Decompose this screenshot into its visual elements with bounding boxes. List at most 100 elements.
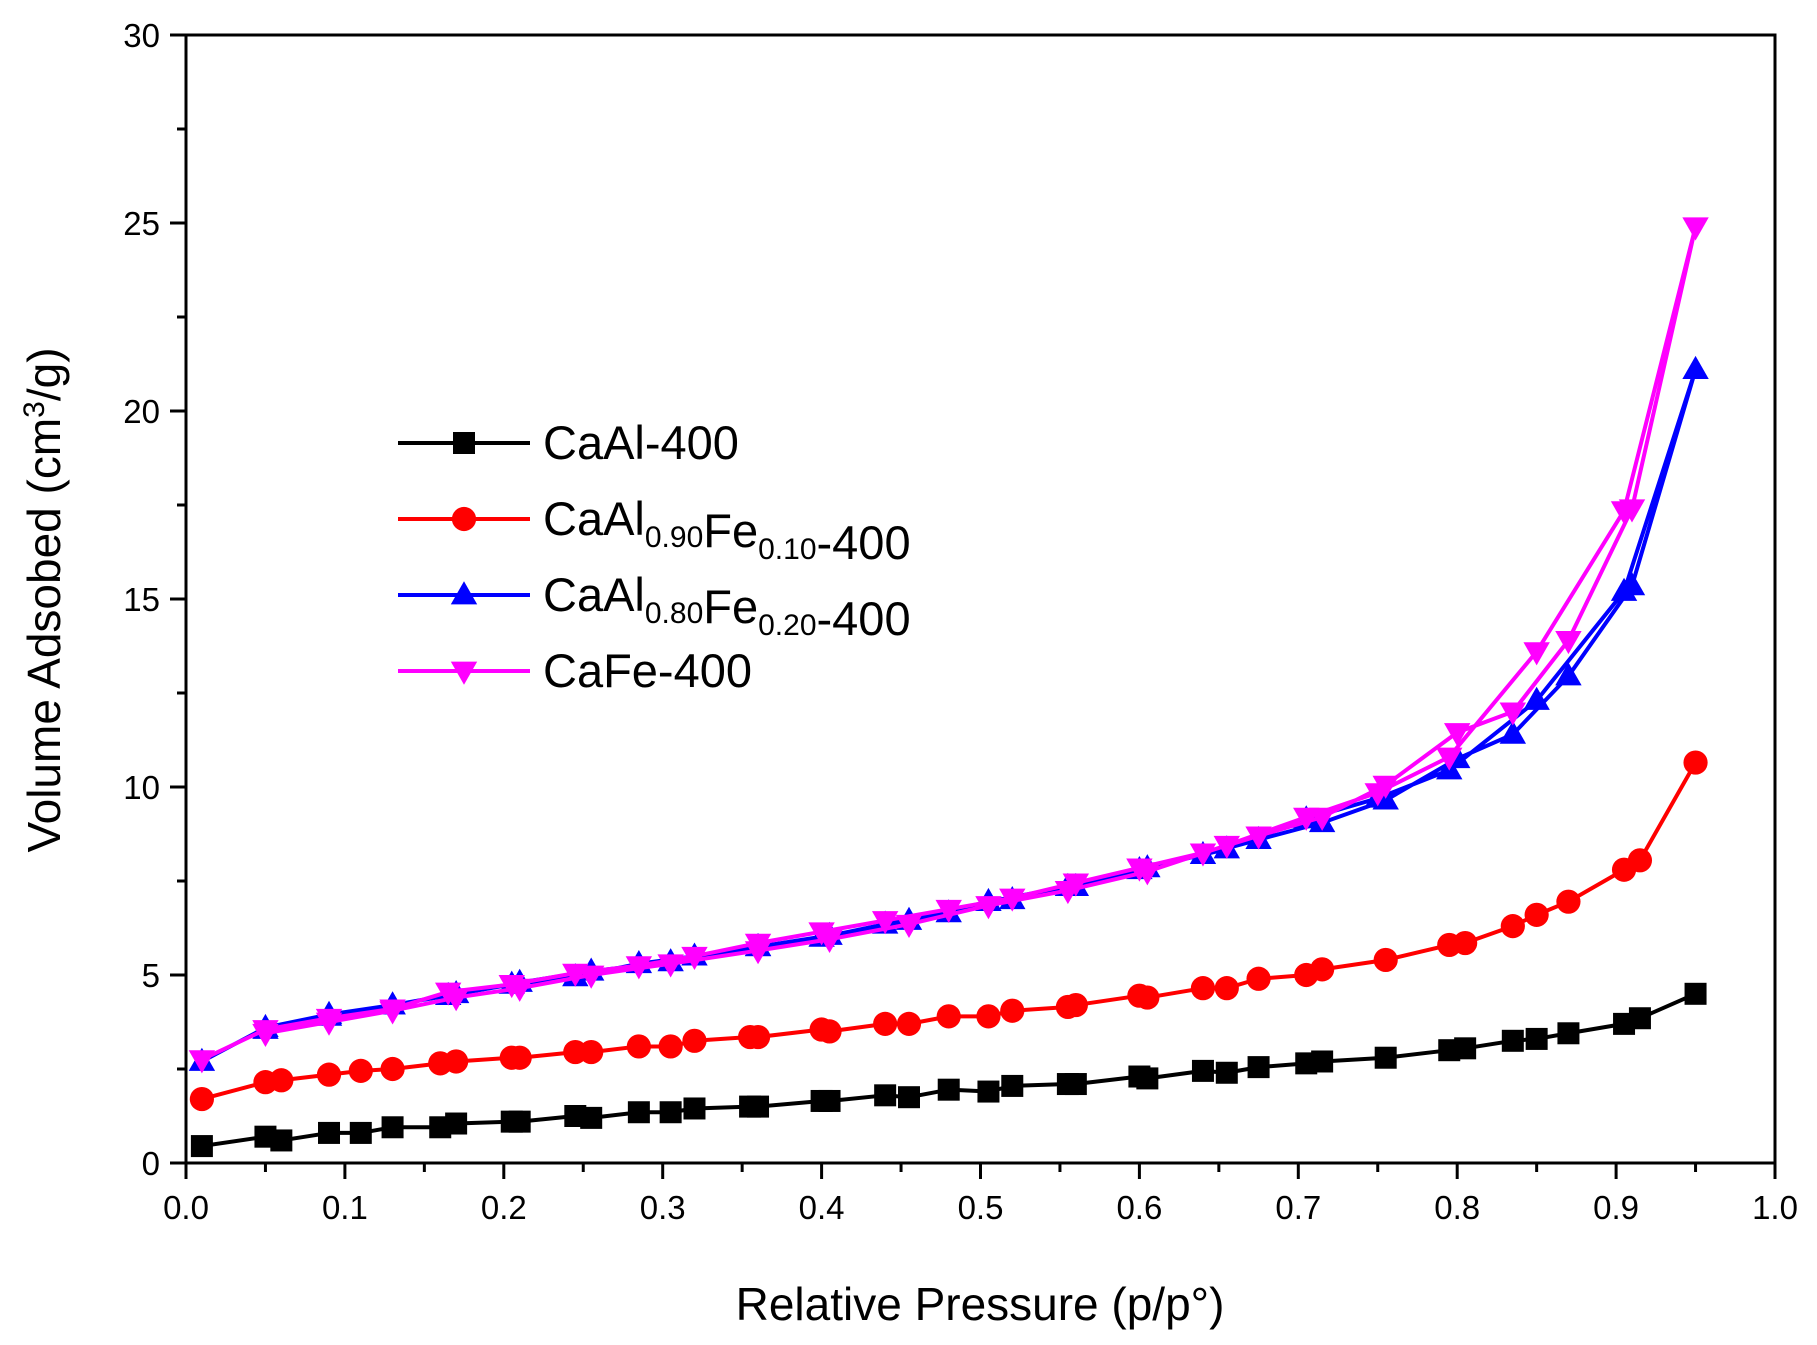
data-point (1523, 642, 1550, 666)
data-point (1000, 998, 1025, 1023)
data-point (874, 1084, 897, 1107)
data-point (627, 1101, 650, 1124)
x-axis-title: Relative Pressure (p/p°) (736, 1278, 1225, 1330)
series-line (200, 367, 1698, 1064)
data-point (626, 1034, 651, 1059)
data-point (976, 1004, 1001, 1029)
data-point (1214, 976, 1239, 1001)
x-tick-label: 0.2 (481, 1189, 527, 1226)
data-point (657, 954, 684, 978)
data-point (1499, 720, 1527, 744)
legend-marker (453, 432, 475, 454)
data-point (895, 914, 923, 938)
legend-item: CaAl0.90Fe0.10-400 (398, 492, 911, 569)
x-tick-label: 0.8 (1434, 1189, 1480, 1226)
x-tick-label: 0.5 (958, 1189, 1004, 1226)
data-point (1555, 631, 1582, 655)
x-tick-label: 0.6 (1116, 1189, 1162, 1226)
data-point (1136, 1067, 1159, 1090)
data-point (1557, 1022, 1580, 1045)
data-point (818, 1089, 841, 1112)
data-point (744, 941, 772, 965)
data-point (817, 1019, 842, 1044)
y-axis-tick-labels: 0 5 10 15 20 25 30 (123, 17, 160, 1182)
data-point (1293, 807, 1320, 831)
data-point (1245, 826, 1272, 850)
y-tick-label: 25 (123, 205, 160, 242)
data-point (1683, 750, 1708, 775)
data-point (1001, 1074, 1024, 1097)
y-axis-title-unit: /g) (18, 347, 70, 401)
data-point (1525, 1027, 1548, 1050)
data-point (816, 929, 843, 954)
x-tick-label: 0.0 (163, 1189, 209, 1226)
x-axis-tick-labels: 0.0 0.1 0.2 0.3 0.4 0.5 0.6 0.7 0.8 0.9 1.0 (163, 1189, 1798, 1226)
series-1 (190, 982, 1707, 1158)
data-point (1501, 1029, 1524, 1052)
data-point (1627, 848, 1653, 873)
data-point (252, 1023, 279, 1048)
legend-item: CaAl0.80Fe0.20-400 (398, 568, 911, 645)
data-point (1364, 783, 1391, 807)
data-point (580, 1106, 603, 1129)
legend-marker (450, 661, 478, 685)
data-point (1310, 957, 1335, 982)
series-2 (189, 750, 1708, 1112)
data-point (1054, 881, 1082, 905)
data-point (442, 988, 470, 1012)
x-tick-label: 0.3 (640, 1189, 686, 1226)
data-point (1628, 1007, 1651, 1030)
data-point (445, 1112, 468, 1135)
x-tick-label: 0.9 (1593, 1189, 1639, 1226)
data-point (659, 1101, 682, 1124)
data-point (871, 911, 899, 935)
x-tick-label: 1.0 (1752, 1189, 1798, 1226)
data-point (1134, 862, 1161, 886)
x-tick-label: 0.1 (322, 1189, 368, 1226)
legend-marker (450, 581, 478, 605)
data-point (1444, 723, 1471, 747)
plot-frame (184, 33, 1777, 1165)
data-point (577, 965, 605, 989)
data-point (1499, 702, 1527, 726)
data-point (747, 1095, 770, 1118)
data-point (1215, 1061, 1238, 1084)
data-point (1454, 1037, 1477, 1060)
data-point (1556, 889, 1581, 914)
data-point (1610, 577, 1638, 601)
data-point (1191, 1059, 1214, 1082)
data-point (1523, 686, 1550, 710)
data-point (189, 1086, 214, 1112)
legend-item: CaAl-400 (398, 416, 739, 469)
data-point (1311, 1050, 1334, 1073)
legend-item: CaFe-400 (398, 644, 752, 697)
data-point (936, 1004, 961, 1029)
y-tick-label: 30 (123, 17, 160, 54)
data-point (1064, 1073, 1087, 1096)
data-point (1247, 1056, 1270, 1079)
data-point (681, 946, 708, 970)
data-point (315, 1012, 343, 1036)
data-point (873, 1011, 898, 1036)
data-point (897, 1086, 920, 1109)
plot-area (184, 33, 1777, 1165)
data-point (1190, 976, 1216, 1001)
y-tick-label: 15 (123, 581, 160, 618)
series-3 (188, 355, 1709, 1071)
data-point (269, 1068, 294, 1093)
data-point (682, 1028, 707, 1053)
legend-label: CaAl0.90Fe0.10-400 (543, 492, 911, 569)
data-point (1500, 914, 1525, 939)
y-tick-label: 10 (123, 769, 160, 806)
series-layer (188, 217, 1709, 1158)
legend-label: CaAl0.80Fe0.20-400 (543, 568, 911, 645)
data-point (1610, 501, 1638, 525)
data-point (1063, 992, 1088, 1018)
data-point (381, 1116, 404, 1139)
data-point (444, 1049, 469, 1074)
legend-marker (451, 506, 477, 532)
legend: CaAl-400 CaAl0.90Fe0.10-400 CaAl0.80Fe0.2… (398, 416, 911, 697)
data-point (999, 888, 1026, 912)
data-point (1246, 966, 1271, 991)
